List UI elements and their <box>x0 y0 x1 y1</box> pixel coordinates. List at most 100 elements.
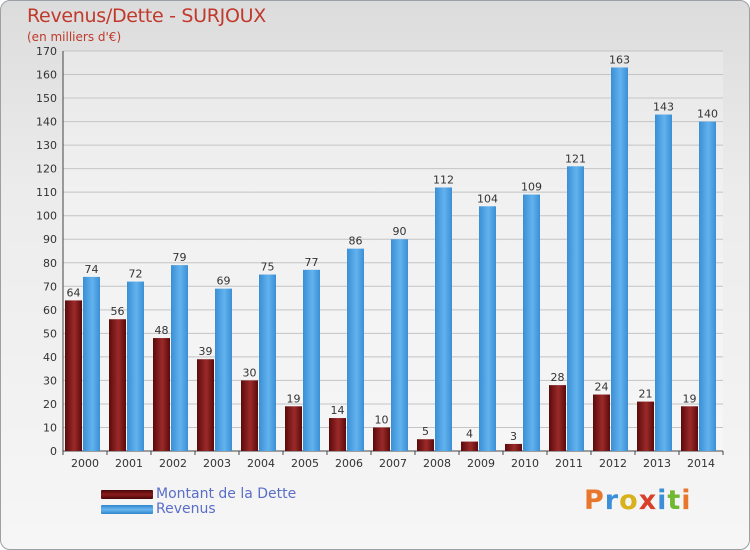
logo-letter: i <box>681 485 692 516</box>
y-tick-label: 90 <box>43 233 57 246</box>
data-label-revenus: 163 <box>609 53 630 66</box>
data-label-dette: 39 <box>199 345 213 358</box>
y-tick-label: 80 <box>43 257 57 270</box>
bar-revenus <box>215 288 232 451</box>
y-tick-label: 10 <box>43 421 57 434</box>
y-tick-label: 170 <box>36 45 57 58</box>
logo-letter: o <box>619 485 639 516</box>
y-tick-label: 140 <box>36 116 57 129</box>
bar-dette <box>549 385 566 451</box>
label-layer: 2000 64 74 2001 56 72 2002 48 79 2003 39 69 2004 30 75… <box>67 53 719 470</box>
data-label-revenus: 90 <box>393 225 407 238</box>
x-tick-label: 2002 <box>159 457 187 470</box>
y-tick-label: 50 <box>43 327 57 340</box>
y-tick-label: 70 <box>43 280 57 293</box>
bar-revenus <box>347 248 364 451</box>
data-label-dette: 24 <box>595 381 609 394</box>
bar-revenus <box>303 269 320 451</box>
chart-subtitle: (en milliers d'€) <box>27 30 122 44</box>
data-label-dette: 10 <box>375 413 389 426</box>
bar-dette <box>329 418 346 451</box>
bar-dette <box>373 427 390 451</box>
bar-dette <box>197 359 214 451</box>
bar-revenus <box>259 274 276 451</box>
y-tick-label: 110 <box>36 186 57 199</box>
bar-dette <box>681 406 698 451</box>
bar-dette <box>505 443 522 451</box>
data-label-dette: 19 <box>683 392 697 405</box>
x-tick-label: 2009 <box>467 457 495 470</box>
bar-dette <box>65 300 82 451</box>
bar-revenus <box>655 114 672 451</box>
logo-letter: r <box>604 485 620 516</box>
x-tick-label: 2005 <box>291 457 319 470</box>
data-label-revenus: 75 <box>261 261 275 274</box>
data-label-dette: 5 <box>422 425 429 438</box>
bar-dette <box>461 441 478 451</box>
y-tick-label: 40 <box>43 351 57 364</box>
x-tick-label: 2012 <box>599 457 627 470</box>
legend-label-revenus: Revenus <box>156 501 216 517</box>
proxiti-logo: Proxiti <box>584 485 692 516</box>
data-label-revenus: 69 <box>217 275 231 288</box>
data-label-dette: 19 <box>287 392 301 405</box>
bar-revenus <box>127 281 144 451</box>
chart-title: Revenus/Dette - SURJOUX <box>27 5 266 27</box>
data-label-dette: 28 <box>551 371 565 384</box>
x-tick-label: 2014 <box>687 457 715 470</box>
bar-dette <box>153 338 170 451</box>
bar-revenus <box>523 194 540 451</box>
bar-dette <box>241 380 258 451</box>
bar-revenus <box>83 276 100 451</box>
bar-layer <box>65 67 716 452</box>
data-label-dette: 30 <box>243 366 257 379</box>
data-label-dette: 56 <box>111 305 125 318</box>
data-label-dette: 3 <box>510 430 517 443</box>
x-tick-label: 2007 <box>379 457 407 470</box>
bar-dette <box>285 406 302 451</box>
legend-label-dette: Montant de la Dette <box>156 486 297 502</box>
bar-dette <box>109 319 126 451</box>
data-label-revenus: 112 <box>433 173 454 186</box>
y-tick-label: 20 <box>43 398 57 411</box>
data-label-revenus: 77 <box>305 256 319 269</box>
bar-revenus <box>611 67 628 452</box>
bar-revenus <box>699 121 716 452</box>
data-label-dette: 48 <box>155 324 169 337</box>
logo-letter: i <box>657 485 668 516</box>
data-label-revenus: 72 <box>129 268 143 281</box>
x-tick-label: 2004 <box>247 457 275 470</box>
bar-revenus <box>567 166 584 451</box>
data-label-revenus: 143 <box>653 101 674 114</box>
bar-revenus <box>435 187 452 451</box>
legend-swatch-dette <box>101 490 153 499</box>
x-tick-label: 2003 <box>203 457 231 470</box>
y-tick-label: 130 <box>36 139 57 152</box>
data-label-dette: 4 <box>466 428 473 441</box>
data-label-revenus: 79 <box>173 251 187 264</box>
data-label-dette: 14 <box>331 404 345 417</box>
legend-swatch-revenus <box>101 505 153 514</box>
y-tick-label: 30 <box>43 374 57 387</box>
data-label-revenus: 86 <box>349 235 363 248</box>
x-tick-label: 2013 <box>643 457 671 470</box>
x-tick-label: 2010 <box>511 457 539 470</box>
y-tick-label: 160 <box>36 69 57 82</box>
x-tick-label: 2001 <box>115 457 143 470</box>
x-tick-label: 2008 <box>423 457 451 470</box>
x-tick-label: 2011 <box>555 457 583 470</box>
data-label-revenus: 104 <box>477 192 498 205</box>
bar-dette <box>417 439 434 451</box>
data-label-dette: 64 <box>67 286 81 299</box>
y-tick-label: 150 <box>36 92 57 105</box>
bar-revenus <box>171 265 188 451</box>
data-label-revenus: 109 <box>521 181 542 194</box>
data-label-revenus: 140 <box>697 108 718 121</box>
bar-revenus <box>479 206 496 451</box>
data-label-revenus: 74 <box>85 263 99 276</box>
y-tick-label: 60 <box>43 304 57 317</box>
bar-revenus <box>391 239 408 451</box>
bar-dette <box>593 394 610 451</box>
